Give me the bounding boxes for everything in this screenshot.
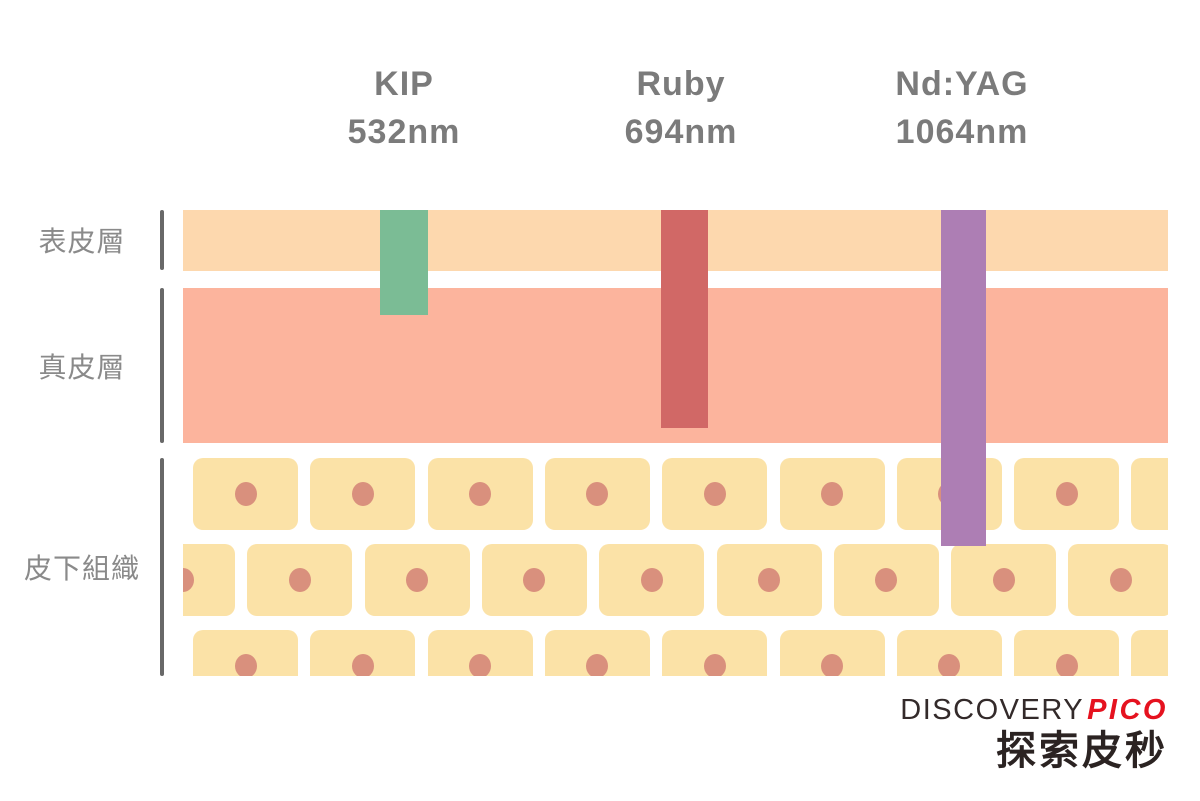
fat-cell: [310, 630, 416, 676]
fat-cell: [662, 458, 768, 530]
cell-nucleus-dot: [703, 482, 726, 506]
fat-cell: [310, 458, 416, 530]
fat-cell: [1068, 543, 1168, 616]
fat-cell: [481, 543, 587, 616]
fat-cell: [1014, 458, 1120, 530]
fat-cell: [427, 630, 533, 676]
laser-label-ruby: Ruby 694nm: [625, 60, 738, 156]
cell-nucleus-dot: [523, 567, 546, 592]
fat-cell: [247, 543, 353, 616]
cell-nucleus-dot: [234, 482, 257, 506]
fat-cell: [1131, 630, 1168, 676]
cell-nucleus-dot: [1109, 567, 1132, 592]
fat-cell: [716, 543, 822, 616]
laser-name: Ruby: [636, 65, 726, 103]
fat-cell: [183, 543, 235, 616]
fat-cell: [427, 458, 533, 530]
cell-nucleus-dot: [703, 654, 726, 676]
cell-nucleus-dot: [821, 654, 843, 676]
cell-nucleus-dot: [406, 567, 429, 592]
cell-nucleus-dot: [1055, 654, 1078, 676]
fat-cell: [193, 630, 298, 676]
layer-label-subcutis: 皮下組織: [23, 553, 140, 584]
cell-nucleus-dot: [586, 654, 609, 676]
layer-bracket-subcutis: [160, 458, 164, 676]
cell-nucleus-dot: [183, 567, 194, 592]
cell-nucleus-dot: [875, 567, 898, 592]
laser-bar-kip: [380, 210, 428, 315]
brand-logo: DISCOVERY PICO 探索皮秒: [900, 694, 1168, 772]
cell-nucleus-dot: [758, 567, 780, 592]
fat-cell: [951, 543, 1057, 616]
brand-tagline: 探索皮秒: [996, 729, 1168, 773]
layer-label-dermis: 真皮層: [38, 351, 126, 383]
layer-bracket-dermis: [160, 288, 164, 443]
layer-bracket-epidermis: [160, 210, 164, 270]
cell-nucleus-dot: [469, 654, 492, 676]
cell-nucleus-dot: [351, 482, 374, 506]
cell-nucleus-dot: [640, 567, 663, 592]
cell-nucleus-dot: [469, 482, 492, 506]
laser-label-ndyag: Nd:YAG 1064nm: [895, 60, 1028, 156]
fat-cell: [599, 543, 705, 616]
laser-name: Nd:YAG: [895, 65, 1029, 103]
laser-wavelength: 532nm: [347, 113, 461, 151]
layer-label-epidermis: 表皮層: [38, 226, 126, 257]
fat-cell: [193, 458, 298, 530]
laser-bar-ndyag: [941, 210, 986, 546]
fat-cell: [833, 543, 939, 616]
cell-nucleus-dot: [938, 654, 961, 676]
fat-cell: [1131, 458, 1168, 530]
laser-wavelength: 694nm: [624, 113, 738, 151]
brand-wordmark: DISCOVERY PICO: [900, 694, 1168, 727]
subcutaneous-region: [183, 458, 1168, 676]
cell-nucleus-dot: [992, 567, 1015, 592]
fat-cell: [544, 458, 650, 530]
laser-bar-ruby: [661, 210, 708, 428]
cell-nucleus-dot: [288, 567, 311, 592]
laser-label-kip: KIP 532nm: [348, 60, 461, 156]
cell-nucleus-dot: [351, 654, 374, 676]
fat-cell: [544, 630, 650, 676]
fat-cell: [662, 630, 768, 676]
fat-cell: [896, 630, 1002, 676]
fat-cell: [779, 458, 885, 530]
brand-pico-text: PICO: [1087, 694, 1168, 726]
cell-nucleus-dot: [1055, 482, 1078, 506]
brand-discovery-text: DISCOVERY: [900, 694, 1085, 726]
cell-nucleus-dot: [821, 482, 843, 506]
laser-wavelength: 1064nm: [895, 113, 1029, 151]
cell-nucleus-dot: [234, 654, 257, 676]
fat-cell: [779, 630, 885, 676]
cell-nucleus-dot: [586, 482, 609, 506]
fat-cell: [1014, 630, 1120, 676]
fat-cell: [364, 543, 470, 616]
laser-name: KIP: [374, 65, 434, 103]
